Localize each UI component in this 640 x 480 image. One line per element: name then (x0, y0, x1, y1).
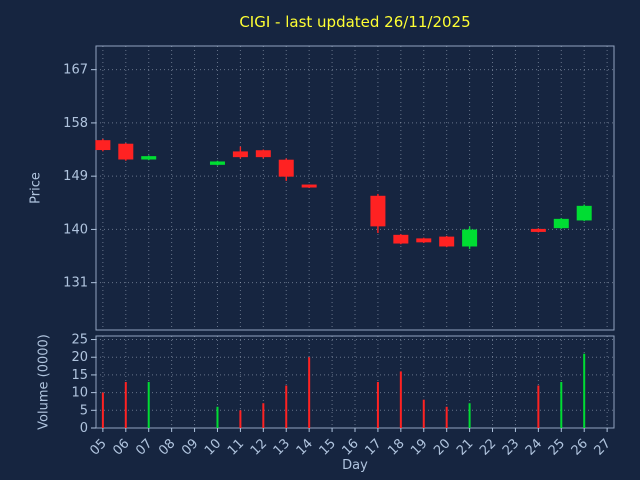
x-tick-label: 13 (271, 436, 293, 458)
x-tick-label: 25 (546, 436, 568, 458)
x-tick-label: 09 (179, 436, 201, 458)
volume-tick-label: 10 (71, 386, 88, 401)
price-tick-label: 149 (63, 169, 88, 184)
price-axis-label: Price (28, 172, 44, 204)
candle-body (393, 234, 409, 244)
x-tick-label: 18 (385, 436, 407, 458)
x-tick-label: 07 (133, 436, 155, 458)
candle-body (462, 229, 478, 247)
price-tick-label: 158 (63, 116, 88, 131)
x-tick-label: 11 (225, 436, 247, 458)
candle-body (439, 236, 455, 247)
x-tick-label: 26 (569, 436, 591, 458)
candle-body (141, 156, 157, 160)
x-tick-label: 12 (248, 436, 270, 458)
x-tick-label: 17 (362, 436, 384, 458)
candle-body (255, 150, 271, 158)
candle-body (576, 205, 592, 221)
x-tick-label: 05 (87, 436, 109, 458)
volume-tick-label: 15 (71, 368, 88, 383)
volume-tick-label: 20 (71, 350, 88, 365)
volume-panel-border (95, 335, 615, 429)
x-tick-label: 27 (592, 436, 614, 458)
x-tick-label: 08 (156, 436, 178, 458)
price-tick-label: 131 (63, 276, 88, 291)
candle-body (370, 195, 386, 227)
price-tick-label: 140 (63, 222, 88, 237)
x-tick-label: 15 (317, 436, 339, 458)
price-tick-label: 167 (63, 63, 88, 78)
volume-axis-label: Volume (0000) (36, 334, 52, 430)
chart-title: CIGI - last updated 26/11/2025 (239, 13, 471, 31)
x-tick-label: 16 (340, 436, 362, 458)
candle-body (416, 238, 432, 243)
x-tick-label: 19 (408, 436, 430, 458)
candle-body (278, 159, 294, 177)
x-tick-label: 06 (110, 436, 132, 458)
volume-tick-label: 25 (71, 333, 88, 348)
candle-body (95, 140, 111, 151)
candle-body (553, 218, 569, 229)
candle-body (118, 143, 134, 160)
x-tick-label: 22 (477, 436, 499, 458)
volume-tick-label: 0 (80, 421, 88, 436)
price-panel-border (95, 45, 615, 331)
volume-tick-label: 5 (80, 403, 88, 418)
x-tick-label: 21 (454, 436, 476, 458)
x-tick-label: 14 (294, 436, 316, 458)
x-axis-label: Day (342, 458, 368, 473)
x-tick-label: 24 (523, 436, 545, 458)
candle-body (209, 161, 225, 165)
x-tick-label: 23 (500, 436, 522, 458)
x-tick-label: 20 (431, 436, 453, 458)
candle-body (530, 228, 546, 232)
candle-body (232, 151, 248, 158)
x-tick-label: 10 (202, 436, 224, 458)
candle-body (301, 184, 317, 188)
